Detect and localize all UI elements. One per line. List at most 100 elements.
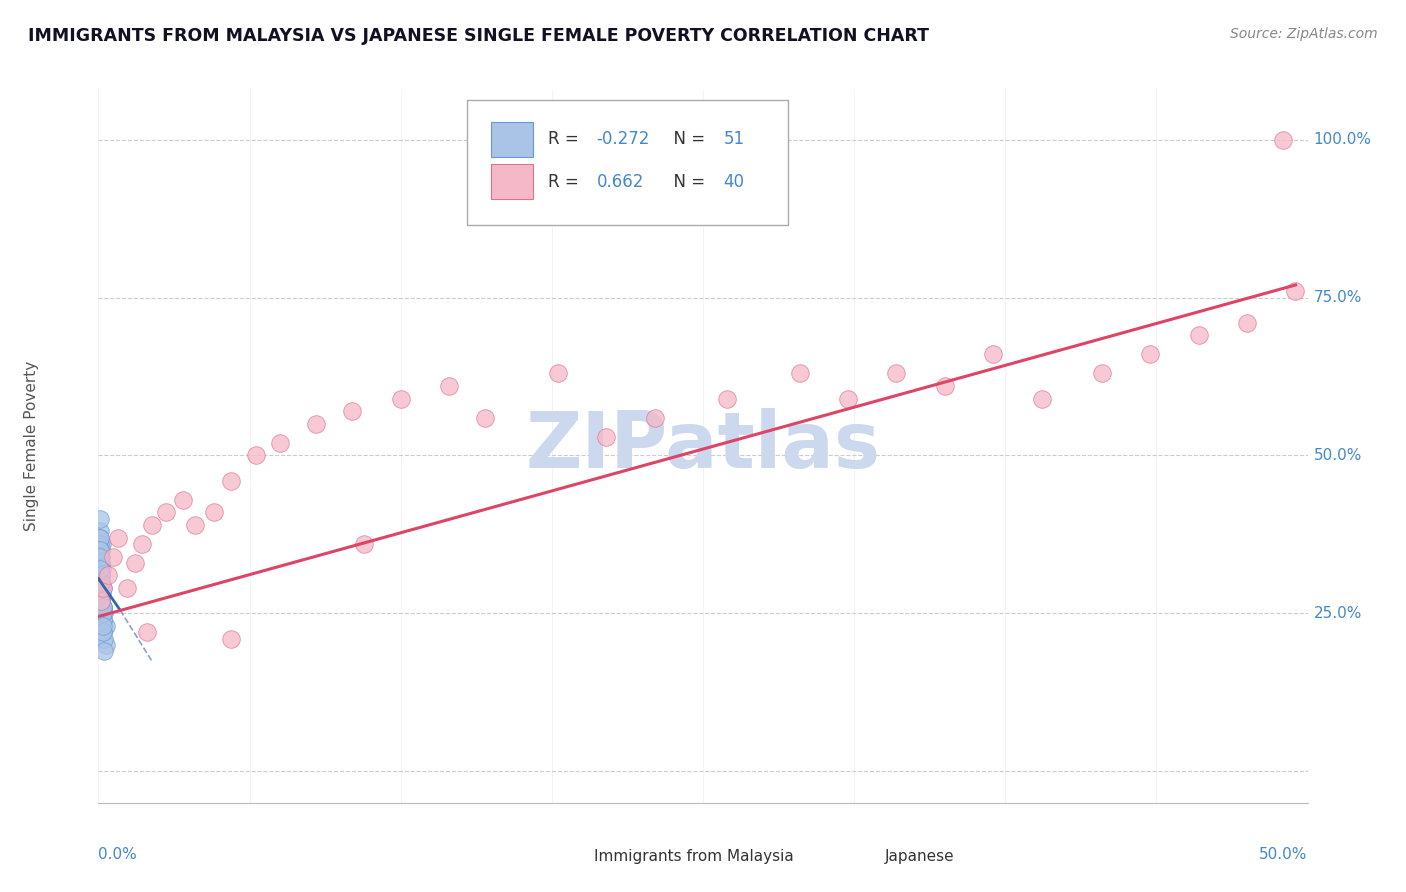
Point bbox=[91, 613, 114, 627]
Point bbox=[89, 556, 111, 570]
Point bbox=[716, 392, 738, 406]
Point bbox=[89, 543, 111, 558]
Point bbox=[89, 531, 111, 545]
Text: 100.0%: 100.0% bbox=[1313, 132, 1372, 147]
Point bbox=[91, 600, 114, 615]
Point bbox=[474, 410, 496, 425]
Text: Japanese: Japanese bbox=[884, 849, 955, 863]
Text: 25.0%: 25.0% bbox=[1313, 606, 1362, 621]
Point bbox=[131, 537, 153, 551]
Point bbox=[1091, 367, 1114, 381]
Point bbox=[305, 417, 328, 431]
Point bbox=[789, 367, 811, 381]
Point bbox=[90, 568, 112, 582]
Point bbox=[1031, 392, 1053, 406]
Point bbox=[90, 556, 112, 570]
Text: 75.0%: 75.0% bbox=[1313, 290, 1362, 305]
Point bbox=[934, 379, 956, 393]
Point bbox=[90, 568, 112, 582]
Point bbox=[204, 505, 226, 519]
FancyBboxPatch shape bbox=[845, 842, 880, 873]
Point bbox=[1236, 316, 1258, 330]
Point bbox=[117, 581, 139, 595]
Point bbox=[389, 392, 412, 406]
Point bbox=[89, 524, 111, 539]
Point bbox=[91, 607, 114, 621]
Point bbox=[90, 549, 112, 564]
Point bbox=[93, 632, 115, 646]
Point bbox=[91, 562, 114, 576]
Point bbox=[886, 367, 908, 381]
Point bbox=[91, 625, 114, 640]
Point bbox=[89, 543, 111, 558]
Point bbox=[90, 543, 112, 558]
Point bbox=[1284, 285, 1306, 299]
Point bbox=[547, 367, 569, 381]
Point bbox=[90, 587, 112, 601]
Point bbox=[221, 474, 243, 488]
Point bbox=[91, 619, 114, 633]
Text: N =: N = bbox=[664, 130, 710, 148]
Point bbox=[89, 537, 111, 551]
Point bbox=[981, 347, 1004, 361]
Text: 50.0%: 50.0% bbox=[1313, 448, 1362, 463]
Text: 50.0%: 50.0% bbox=[1260, 847, 1308, 862]
Point bbox=[94, 638, 117, 652]
Point bbox=[90, 593, 112, 607]
Point bbox=[89, 581, 111, 595]
Point bbox=[90, 556, 112, 570]
Point bbox=[90, 593, 112, 607]
FancyBboxPatch shape bbox=[555, 842, 589, 873]
Text: 0.662: 0.662 bbox=[596, 173, 644, 191]
Point bbox=[437, 379, 460, 393]
Point bbox=[221, 632, 243, 646]
Point bbox=[107, 531, 129, 545]
Point bbox=[91, 625, 114, 640]
Point bbox=[90, 587, 112, 601]
Point bbox=[97, 568, 120, 582]
Point bbox=[342, 404, 364, 418]
Point bbox=[141, 517, 163, 532]
Point bbox=[90, 549, 112, 564]
Point bbox=[90, 593, 112, 607]
Point bbox=[89, 562, 111, 576]
Text: N =: N = bbox=[664, 173, 710, 191]
Point bbox=[1188, 328, 1211, 343]
Text: Source: ZipAtlas.com: Source: ZipAtlas.com bbox=[1230, 27, 1378, 41]
Text: 40: 40 bbox=[724, 173, 745, 191]
FancyBboxPatch shape bbox=[492, 164, 533, 200]
Point bbox=[90, 574, 112, 589]
Point bbox=[89, 549, 111, 564]
Point bbox=[91, 600, 114, 615]
Text: ZIPatlas: ZIPatlas bbox=[526, 408, 880, 484]
Point bbox=[89, 568, 111, 582]
Point bbox=[90, 574, 112, 589]
Point bbox=[91, 613, 114, 627]
Point bbox=[91, 587, 114, 601]
Point bbox=[269, 435, 291, 450]
Text: -0.272: -0.272 bbox=[596, 130, 650, 148]
Point bbox=[94, 619, 117, 633]
Text: IMMIGRANTS FROM MALAYSIA VS JAPANESE SINGLE FEMALE POVERTY CORRELATION CHART: IMMIGRANTS FROM MALAYSIA VS JAPANESE SIN… bbox=[28, 27, 929, 45]
Point bbox=[91, 581, 114, 595]
Text: 0.0%: 0.0% bbox=[98, 847, 138, 862]
Text: Immigrants from Malaysia: Immigrants from Malaysia bbox=[595, 849, 794, 863]
Point bbox=[91, 537, 114, 551]
Point bbox=[91, 600, 114, 615]
Point bbox=[155, 505, 177, 519]
Text: 51: 51 bbox=[724, 130, 745, 148]
Point bbox=[89, 574, 111, 589]
Point bbox=[90, 574, 112, 589]
FancyBboxPatch shape bbox=[467, 100, 787, 225]
Point bbox=[89, 593, 111, 607]
Point bbox=[245, 449, 267, 463]
Point bbox=[135, 625, 157, 640]
Text: R =: R = bbox=[548, 173, 585, 191]
Point bbox=[124, 556, 146, 570]
Point bbox=[644, 410, 666, 425]
Point bbox=[353, 537, 375, 551]
Point bbox=[90, 593, 112, 607]
Point bbox=[1139, 347, 1161, 361]
Point bbox=[101, 549, 124, 564]
Point bbox=[90, 568, 112, 582]
